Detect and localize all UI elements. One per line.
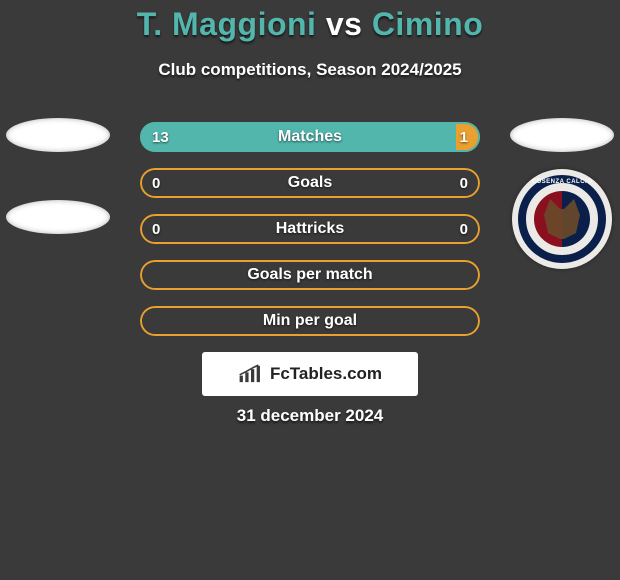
date-text: 31 december 2024 (0, 406, 620, 426)
stat-bar: Min per goal (140, 306, 480, 336)
stat-bar-label: Goals (140, 168, 480, 198)
stat-bar-left-value: 13 (152, 122, 169, 152)
stat-bar-label: Matches (140, 122, 480, 152)
stat-bar: Hattricks0 0 (140, 214, 480, 244)
stat-bar-right-value: 0 (460, 214, 468, 244)
title-vs: vs (326, 6, 363, 42)
comparison-bars: Matches131Goals00Hattricks00Goals per ma… (140, 122, 480, 352)
placeholder-oval-icon (510, 118, 614, 152)
placeholder-oval-icon (6, 200, 110, 234)
placeholder-oval-icon (6, 118, 110, 152)
stat-bar: Goals per match (140, 260, 480, 290)
stat-bar-right-value: 0 (460, 168, 468, 198)
stat-bar-label: Min per goal (140, 306, 480, 336)
club-crest-icon: COSENZA CALCIO (512, 169, 612, 269)
stat-bar-right-value: 1 (460, 122, 468, 152)
crest-text: COSENZA CALCIO (512, 179, 612, 185)
stat-bar-label: Hattricks (140, 214, 480, 244)
stat-bar: Goals0 0 (140, 168, 480, 198)
right-badge-goals: COSENZA CALCIO (507, 164, 617, 274)
page-title: T. Maggioni vs Cimino (0, 6, 620, 43)
left-badge-goals (3, 164, 113, 274)
stat-bar-left-value: 0 (152, 168, 160, 198)
title-left-name: T. Maggioni (137, 6, 317, 42)
bar-chart-icon (238, 364, 264, 384)
stat-bar-label: Goals per match (140, 260, 480, 290)
stat-bar-left-value: 0 (152, 214, 160, 244)
stat-bar: Matches13 1 (140, 122, 480, 152)
watermark: FcTables.com (202, 352, 418, 396)
title-right-name: Cimino (372, 6, 483, 42)
comparison-infographic: T. Maggioni vs Cimino Club competitions,… (0, 0, 620, 580)
subtitle: Club competitions, Season 2024/2025 (0, 60, 620, 80)
watermark-text: FcTables.com (270, 364, 382, 384)
